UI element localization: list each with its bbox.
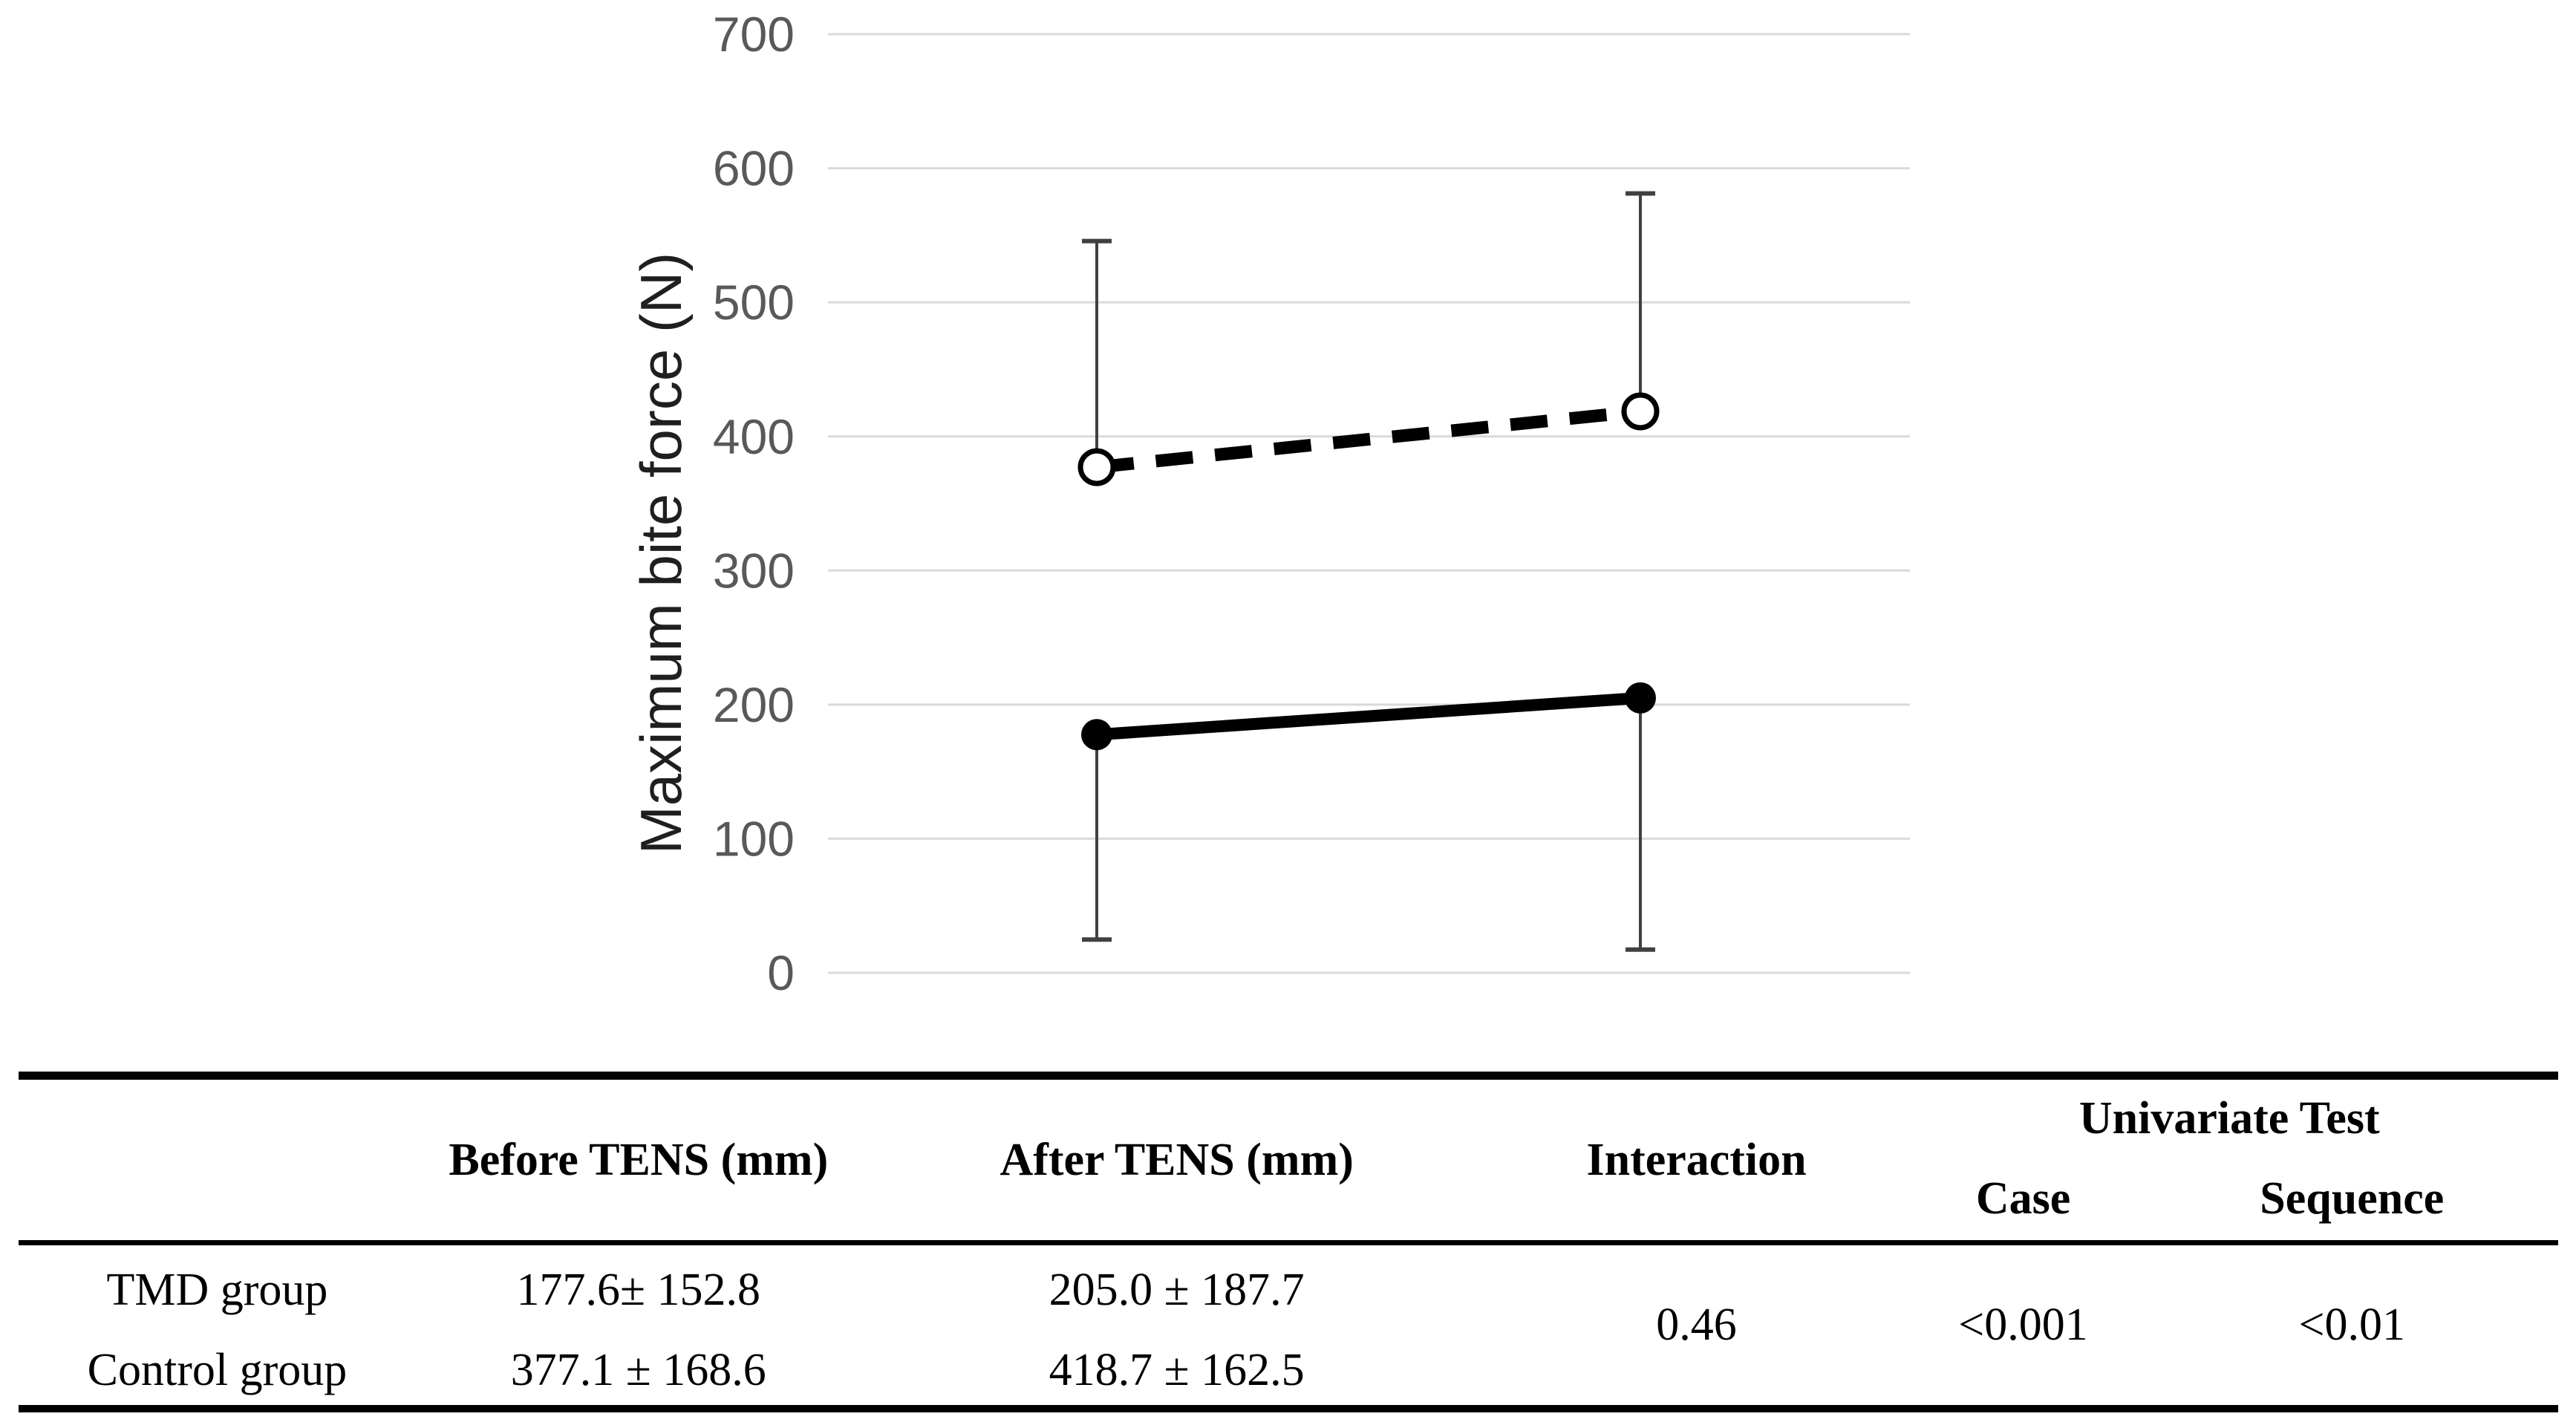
y-tick-label: 100 — [713, 812, 795, 867]
cell-sequence-value: <0.01 — [2298, 1299, 2405, 1350]
cell-control-after: 418.7 ± 162.5 — [1049, 1344, 1305, 1395]
y-tick-label: 300 — [713, 543, 795, 598]
table-row-tmd-group: TMD group 177.6± 152.8 205.0 ± 187.7 0.4… — [19, 1243, 2558, 1350]
cell-tmd-after: 205.0 ± 187.7 — [1049, 1265, 1305, 1316]
marker-filled-circle-tmd-group — [1081, 719, 1112, 751]
header-row-sub: Case Sequence — [19, 1157, 2558, 1245]
y-tick-label: 200 — [713, 677, 795, 732]
col-header-univariate-test: Univariate Test — [2078, 1092, 2380, 1144]
chart-svg: 0 100 200 300 400 500 600 700 — [713, 7, 1910, 1000]
row-label-control-group: Control group — [87, 1344, 348, 1395]
marker-open-circle-control-group — [1621, 392, 1660, 431]
y-tick-label: 500 — [713, 275, 795, 330]
y-tick-label: 400 — [713, 409, 795, 464]
col-header-sequence: Sequence — [2145, 1157, 2558, 1245]
cell-tmd-before: 177.6± 152.8 — [516, 1265, 761, 1316]
header-row-top: Before TENS (mm) After TENS (mm) Interac… — [19, 1075, 2558, 1245]
marker-open-circle-control-group — [1077, 448, 1116, 486]
col-header-case: Case — [1900, 1157, 2146, 1245]
col-header-after-tens: After TENS (mm) — [861, 1075, 1493, 1245]
results-table: Before TENS (mm) After TENS (mm) Interac… — [19, 1072, 2558, 1412]
series-line-tmd-group — [1096, 691, 1641, 741]
bite-force-chart: 0 100 200 300 400 500 600 700 Maximum bite forc… — [628, 7, 1910, 1000]
cell-interaction-value: 0.46 — [1656, 1299, 1737, 1350]
y-tick-label: 0 — [767, 945, 795, 1000]
y-tick-label: 700 — [713, 7, 795, 62]
y-tick-label: 600 — [713, 141, 795, 196]
cell-case-value: <0.001 — [1958, 1299, 2088, 1350]
col-header-interaction: Interaction — [1492, 1075, 1901, 1245]
cell-control-before: 377.1 ± 168.6 — [510, 1344, 766, 1395]
results-table-wrap: Before TENS (mm) After TENS (mm) Interac… — [19, 1072, 2558, 1412]
col-header-before-tens: Before TENS (mm) — [415, 1075, 861, 1245]
table-row-control-group: Control group 377.1 ± 168.6 418.7 ± 162.… — [19, 1336, 2558, 1409]
marker-filled-circle-tmd-group — [1625, 682, 1656, 714]
series-line-control-group — [1096, 405, 1641, 474]
row-label-tmd-group: TMD group — [106, 1265, 328, 1316]
y-axis-title: Maximum bite force (N) — [628, 252, 694, 855]
corner-header-cell — [19, 1075, 416, 1245]
